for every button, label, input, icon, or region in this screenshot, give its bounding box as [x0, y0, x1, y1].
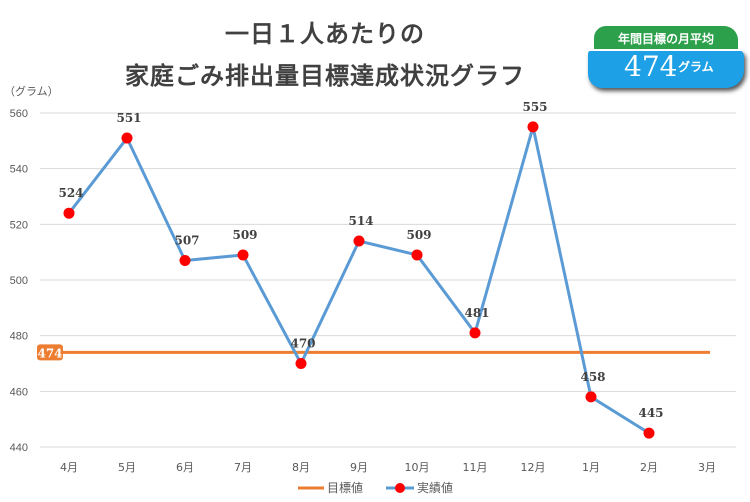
x-tick-label: 5月 — [118, 461, 136, 474]
data-point — [643, 427, 655, 439]
legend-target-label: 目標値 — [327, 480, 363, 495]
data-label: 470 — [290, 337, 315, 351]
data-point — [527, 121, 539, 133]
data-label: 551 — [116, 111, 141, 125]
data-point — [411, 249, 423, 261]
x-tick-label: 6月 — [176, 461, 194, 474]
x-tick-label: 4月 — [60, 461, 78, 474]
x-tick-label: 1月 — [582, 461, 600, 474]
data-point — [179, 255, 191, 267]
data-point — [469, 327, 481, 339]
data-point — [63, 207, 75, 219]
y-tick-label: 560 — [10, 108, 28, 120]
data-label: 481 — [464, 306, 489, 320]
data-point — [585, 391, 597, 403]
target-label-bg — [37, 344, 63, 361]
data-label: 555 — [522, 100, 547, 114]
x-tick-label: 12月 — [521, 461, 546, 474]
x-tick-label: 10月 — [405, 461, 430, 474]
data-label: 507 — [174, 234, 199, 248]
x-tick-label: 3月 — [698, 461, 716, 474]
badge-value: 474 — [624, 50, 678, 83]
target-label: 474 — [37, 346, 62, 360]
data-point — [121, 132, 133, 144]
data-point — [295, 358, 307, 369]
y-axis-label: （グラム） — [4, 85, 59, 98]
legend-actual-label: 実績値 — [417, 480, 453, 495]
data-point — [353, 235, 365, 247]
x-tick-label: 11月 — [463, 461, 488, 474]
x-tick-label: 9月 — [350, 461, 368, 474]
y-tick-label: 500 — [10, 275, 28, 287]
data-label: 514 — [348, 214, 373, 228]
data-label: 524 — [58, 186, 83, 200]
badge-unit: グラム — [678, 60, 714, 74]
data-label: 509 — [232, 228, 257, 242]
x-tick-label: 8月 — [292, 461, 310, 474]
y-tick-label: 520 — [10, 219, 28, 231]
y-tick-label: 540 — [10, 164, 28, 176]
data-label: 458 — [580, 370, 605, 384]
x-tick-label: 7月 — [234, 461, 252, 474]
y-tick-label: 480 — [10, 331, 28, 343]
y-tick-label: 460 — [10, 386, 28, 398]
y-tick-label: 440 — [10, 442, 28, 454]
data-label: 445 — [638, 406, 663, 420]
data-point — [237, 249, 249, 261]
chart-title-line-2: 家庭ごみ排出量目標達成状況グラフ — [125, 61, 525, 90]
chart-title-line-1: 一日１人あたりの — [225, 19, 425, 48]
target-badge: 年間目標の月平均 474 グラム — [588, 22, 744, 92]
data-label: 509 — [406, 228, 431, 242]
legend-actual-marker — [395, 483, 405, 493]
x-tick-label: 2月 — [640, 461, 658, 474]
badge-title: 年間目標の月平均 — [617, 32, 714, 46]
